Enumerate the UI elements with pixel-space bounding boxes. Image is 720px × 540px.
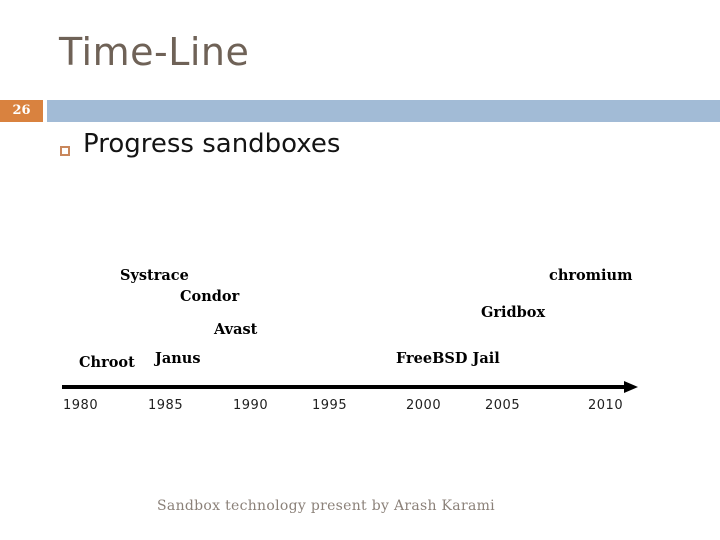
timeline-event-label: Janus bbox=[155, 350, 201, 367]
timeline-event-label: Systrace bbox=[120, 267, 189, 284]
footer-caption: Sandbox technology present by Arash Kara… bbox=[157, 498, 495, 514]
timeline-event-label: FreeBSD Jail bbox=[396, 350, 500, 367]
timeline-event-label: Condor bbox=[180, 288, 240, 305]
timeline-event-label: chromium bbox=[549, 267, 633, 284]
timeline-year-label: 1985 bbox=[148, 398, 184, 413]
timeline-axis bbox=[62, 385, 625, 389]
timeline-event-label: Gridbox bbox=[481, 304, 546, 321]
page-number-badge: 26 bbox=[0, 100, 43, 122]
slide-title: Time-Line bbox=[59, 30, 250, 74]
timeline-event-label: Chroot bbox=[79, 354, 135, 371]
header-bar bbox=[47, 100, 720, 122]
arrow-right-icon bbox=[624, 381, 638, 393]
timeline-year-label: 2010 bbox=[588, 398, 624, 413]
bullet-item: Progress sandboxes bbox=[60, 128, 340, 161]
timeline-event-label: Avast bbox=[214, 321, 258, 338]
square-bullet-icon bbox=[60, 146, 70, 156]
bullet-text: Progress sandboxes bbox=[83, 129, 341, 159]
timeline-year-label: 1995 bbox=[312, 398, 348, 413]
timeline-year-label: 1980 bbox=[63, 398, 99, 413]
timeline-year-label: 2000 bbox=[406, 398, 442, 413]
timeline-year-label: 1990 bbox=[233, 398, 269, 413]
timeline-year-label: 2005 bbox=[485, 398, 521, 413]
